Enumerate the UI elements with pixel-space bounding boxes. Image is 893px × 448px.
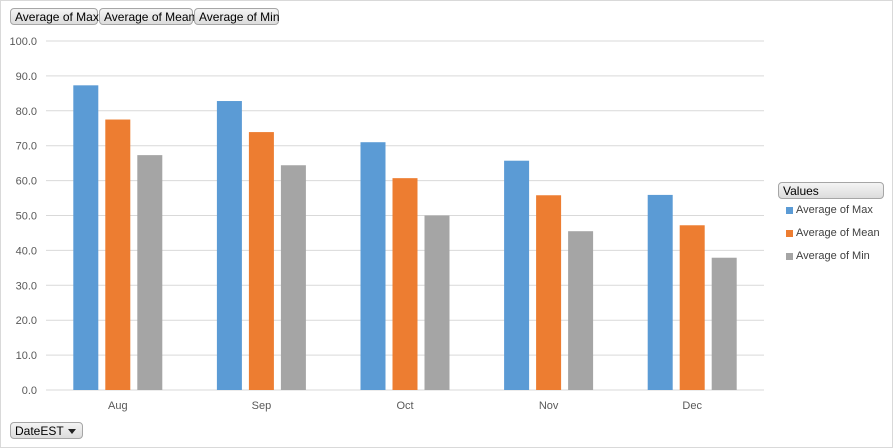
dateest-label: DateEST	[15, 424, 64, 438]
y-tick-label: 50.0	[16, 211, 37, 223]
y-tick-label: 90.0	[16, 71, 37, 83]
legend-label-mean: Average of Mean	[796, 227, 880, 239]
x-tick-label: Nov	[539, 400, 559, 412]
bar	[424, 215, 450, 390]
legend-item-min: Average of Min	[782, 245, 884, 268]
y-tick-label: 10.0	[16, 350, 37, 362]
legend-item-max: Average of Max	[782, 199, 884, 222]
legend-swatch-min	[786, 253, 793, 260]
legend-label-min: Average of Min	[796, 250, 870, 262]
bar	[105, 119, 131, 391]
average-of-max-field-button[interactable]: Average of Max	[10, 8, 99, 25]
y-tick-label: 30.0	[16, 280, 37, 292]
bar	[392, 178, 418, 390]
bar	[248, 132, 274, 391]
y-tick-label: 0.0	[22, 385, 37, 397]
legend-item-mean: Average of Mean	[782, 222, 884, 245]
bar	[137, 155, 163, 390]
bar	[504, 160, 530, 390]
legend-swatch-max	[786, 207, 793, 214]
bar	[711, 257, 737, 390]
dropdown-arrow-icon[interactable]	[68, 429, 76, 434]
bar	[360, 142, 386, 390]
bar	[73, 85, 99, 390]
bar	[216, 101, 242, 390]
bar	[280, 165, 306, 390]
dateest-field-button[interactable]: DateEST	[10, 422, 83, 439]
legend-swatch-mean	[786, 230, 793, 237]
x-tick-label: Sep	[252, 400, 272, 412]
y-tick-label: 20.0	[16, 315, 37, 327]
average-of-mean-field-button[interactable]: Average of Mean	[99, 8, 195, 25]
y-tick-label: 60.0	[16, 176, 37, 188]
bar	[647, 194, 673, 390]
y-tick-label: 80.0	[16, 106, 37, 118]
chart-legend: Values Average of Max Average of Mean Av…	[778, 182, 884, 268]
x-tick-label: Oct	[396, 400, 413, 412]
legend-label-max: Average of Max	[796, 204, 873, 216]
x-tick-label: Aug	[108, 400, 128, 412]
x-tick-label: Dec	[682, 400, 702, 412]
bar	[679, 225, 705, 390]
average-of-min-field-button[interactable]: Average of Min	[194, 8, 280, 25]
y-tick-label: 70.0	[16, 141, 37, 153]
y-tick-label: 40.0	[16, 245, 37, 257]
bar	[536, 195, 562, 390]
legend-values-field-button[interactable]: Values	[778, 182, 884, 199]
bar	[568, 231, 594, 390]
y-tick-label: 100.0	[9, 36, 37, 48]
